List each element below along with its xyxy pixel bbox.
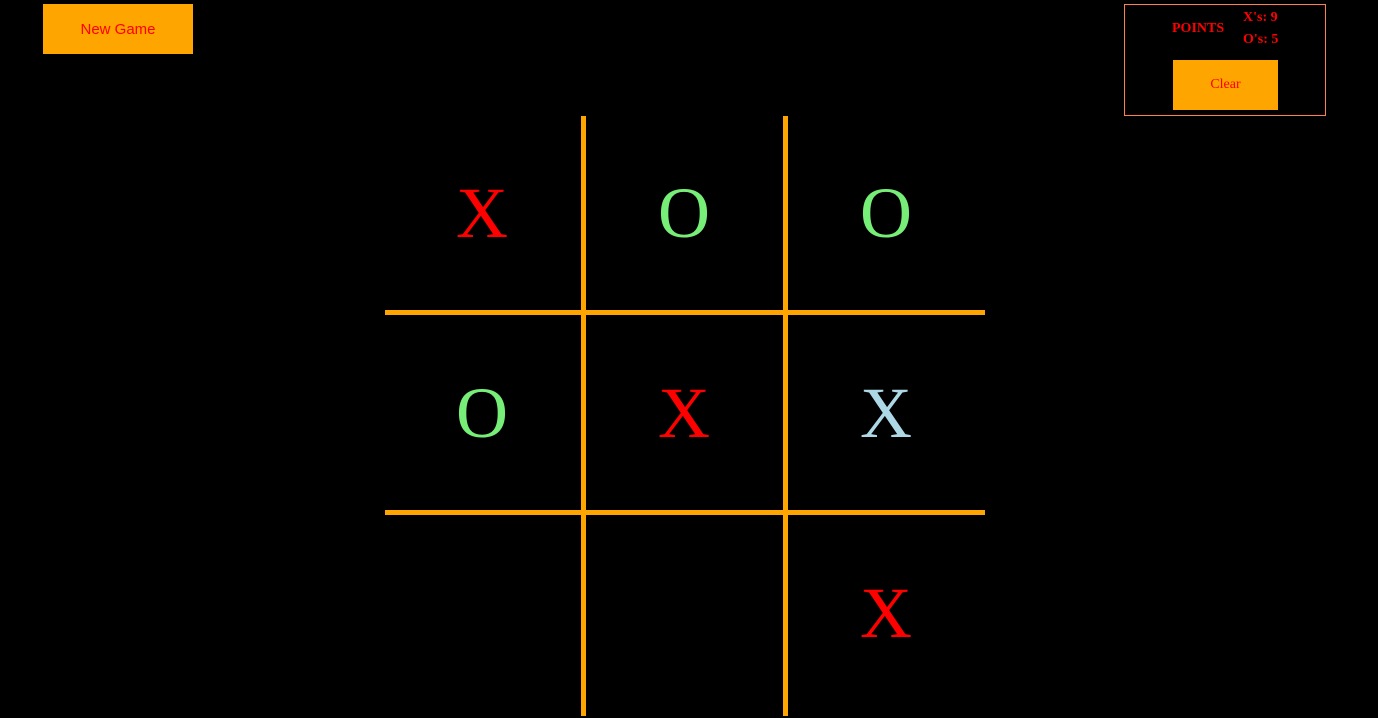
points-panel: POINTS X's: 9 O's: 5 Clear [1124,4,1326,116]
clear-button[interactable]: Clear [1173,60,1278,110]
grid-line-vertical-1 [581,116,586,716]
board-cell-3[interactable]: O [860,173,912,253]
board-cell-8[interactable] [589,518,779,708]
new-game-button[interactable]: New Game [43,4,193,54]
board-cell-7[interactable] [387,518,577,708]
board-cell-2[interactable]: O [658,173,710,253]
game-board: X O O O X X X [385,116,985,716]
grid-line-horizontal-2 [385,510,985,515]
points-title: POINTS [1172,21,1225,36]
board-cell-5[interactable]: X [658,373,710,453]
board-cell-1[interactable]: X [456,173,508,253]
o-score: O's: 5 [1243,32,1279,47]
board-cell-9[interactable]: X [860,573,912,653]
grid-line-vertical-2 [783,116,788,716]
board-cell-4[interactable]: O [456,373,508,453]
board-cell-6[interactable]: X [860,373,912,453]
x-score: X's: 9 [1243,10,1278,25]
grid-line-horizontal-1 [385,310,985,315]
